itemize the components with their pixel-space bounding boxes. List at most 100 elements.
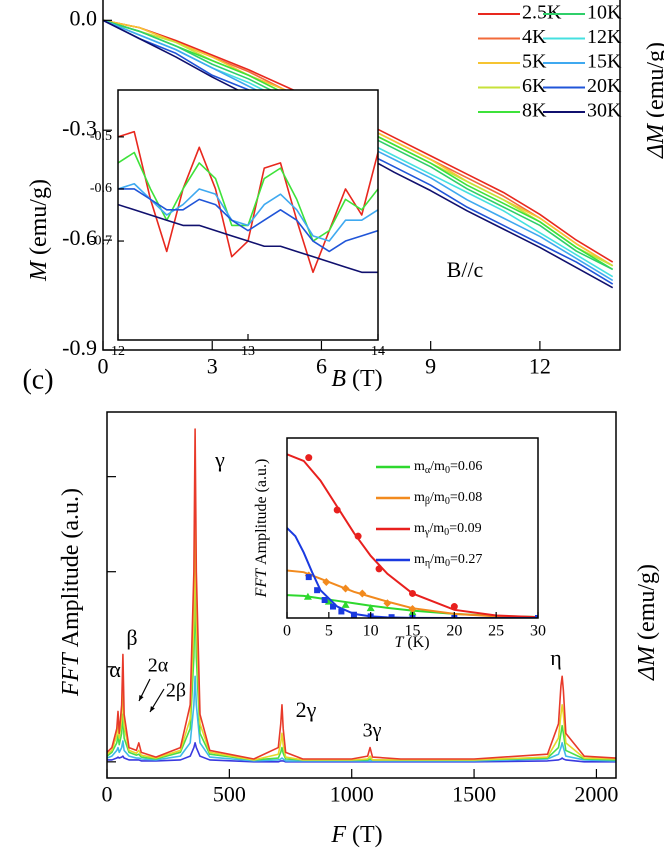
legend-label-part: γ xyxy=(424,527,430,538)
y-tick-label: -0.7 xyxy=(90,233,112,248)
y-axis-title: FFT Amplitude (a.u.) xyxy=(253,459,270,599)
legend-label: 6K xyxy=(522,75,547,97)
legend-label-part: /m xyxy=(429,521,444,536)
side-label-unit: (emu/g) xyxy=(634,564,660,640)
y-axis-title-unit: (emu/g) xyxy=(26,179,52,255)
data-point xyxy=(330,603,337,610)
data-point xyxy=(321,597,328,603)
y-tick-label: -0.6 xyxy=(90,181,112,196)
data-point xyxy=(322,578,331,586)
y-tick-label: -0.5 xyxy=(90,129,112,144)
plot-background xyxy=(287,438,538,618)
annotation: γ xyxy=(214,447,225,472)
arrow-head xyxy=(139,695,144,701)
legend-label: mγ/m0=0.09 xyxy=(414,521,482,538)
y-axis-title-unit: Amplitude (a.u.) xyxy=(253,459,270,565)
y-axis-title-symbol: M xyxy=(26,259,52,282)
y-axis-title-symbol: FFT xyxy=(253,568,270,599)
x-axis-title-unit: (T) xyxy=(352,366,383,392)
x-tick-label: 2000 xyxy=(574,782,618,807)
legend-label-part: m xyxy=(414,459,425,474)
annotation: 3γ xyxy=(363,720,382,742)
legend-label-part: 0 xyxy=(444,527,449,538)
series-line xyxy=(118,203,378,274)
data-point xyxy=(341,584,350,593)
annotation: α xyxy=(109,657,121,682)
legend-label: 8K xyxy=(522,100,547,122)
annotation: β xyxy=(126,625,137,650)
x-axis-title-unit: (K) xyxy=(407,634,429,651)
panel-label: (c) xyxy=(22,364,53,395)
series-line xyxy=(118,188,378,253)
series-line xyxy=(107,675,616,762)
arrow-head xyxy=(150,706,155,712)
data-point xyxy=(354,532,362,540)
annotation: B//c xyxy=(447,257,484,282)
x-tick-label: 25 xyxy=(488,622,504,639)
legend-label-part: m xyxy=(414,521,425,536)
side-label: ΔM (emu/g) xyxy=(634,564,660,681)
side-label-symbol: ΔM xyxy=(643,122,664,159)
data-point xyxy=(383,599,392,608)
x-tick-label: 6 xyxy=(316,354,327,379)
side-label-unit: (emu/g) xyxy=(643,42,664,118)
x-tick-label: 9 xyxy=(425,354,436,379)
x-axis-title-symbol: T xyxy=(394,634,404,651)
x-axis-title: T (K) xyxy=(394,634,429,651)
y-tick-label: -0.6 xyxy=(62,225,97,250)
legend-label-part: =0.27 xyxy=(450,552,482,567)
data-point xyxy=(358,589,367,598)
legend-label: 10K xyxy=(587,2,622,24)
legend-label: 20K xyxy=(587,75,622,97)
x-tick-label: 12 xyxy=(111,344,125,359)
data-point xyxy=(341,600,350,608)
legend-label-part: β xyxy=(425,496,430,507)
x-tick-label: 5 xyxy=(325,622,333,639)
x-axis-title-symbol: F xyxy=(330,822,346,848)
frame xyxy=(286,437,539,619)
y-tick-label: -0.3 xyxy=(62,115,97,140)
x-tick-label: 20 xyxy=(446,622,462,639)
data-point xyxy=(314,587,321,594)
series-line xyxy=(107,742,616,763)
annotation: 2α xyxy=(148,655,169,677)
x-tick-label: 500 xyxy=(213,782,246,807)
legend-label-part: m xyxy=(414,552,425,567)
y-tick-label: -0.9 xyxy=(62,335,97,360)
y-axis-title-symbol: FFT xyxy=(58,652,84,697)
frame xyxy=(117,89,379,341)
legend-label-part: /m xyxy=(430,552,445,567)
legend-label-part: 0 xyxy=(445,558,450,569)
y-axis-title-unit: Amplitude (a.u.) xyxy=(58,488,84,647)
fit-line xyxy=(287,453,538,618)
legend-label: mβ/m0=0.08 xyxy=(414,490,482,507)
x-tick-label: 10 xyxy=(363,622,379,639)
x-tick-label: 0 xyxy=(98,354,109,379)
legend-label: mη/m0=0.27 xyxy=(414,552,482,569)
x-tick-label: 12 xyxy=(529,354,551,379)
data-point xyxy=(388,614,395,618)
x-axis-title-symbol: B xyxy=(331,366,346,392)
data-point xyxy=(408,605,417,613)
legend-label-part: α xyxy=(425,465,431,476)
legend-label-part: m xyxy=(414,490,425,505)
legend-label-part: /m xyxy=(430,459,445,474)
plot-area xyxy=(118,130,378,274)
legend-label-part: 0 xyxy=(445,465,450,476)
data-point xyxy=(375,565,383,573)
y-axis-title: FFT Amplitude (a.u.) xyxy=(58,488,84,697)
x-tick-label: 3 xyxy=(207,354,218,379)
x-tick-label: 0 xyxy=(283,622,291,639)
x-tick-label: 15 xyxy=(405,622,421,639)
data-point xyxy=(450,603,458,611)
data-point xyxy=(333,506,341,514)
legend-label-part: /m xyxy=(430,490,445,505)
data-point xyxy=(409,589,416,597)
side-label-symbol: ΔM xyxy=(634,644,660,681)
data-point xyxy=(303,592,312,600)
data-point xyxy=(305,454,313,462)
legend-label: mα/m0=0.06 xyxy=(414,459,482,476)
data-point xyxy=(305,574,312,581)
side-label: ΔM (emu/g) xyxy=(643,42,664,159)
